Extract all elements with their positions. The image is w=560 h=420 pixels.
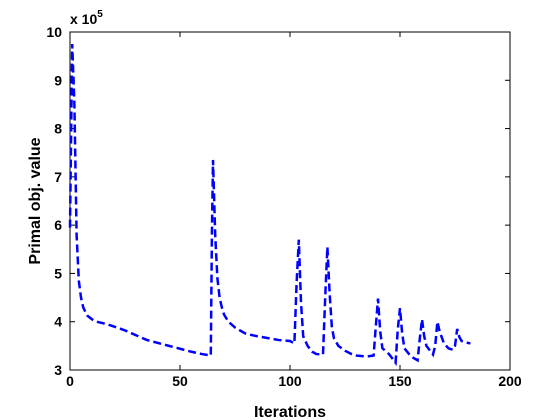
x-tick-label: 150 bbox=[388, 373, 412, 389]
y-tick-label: 8 bbox=[54, 121, 62, 137]
x-axis-label: Iterations bbox=[254, 404, 326, 420]
x-tick-label: 100 bbox=[278, 373, 302, 389]
y-axis-label: Primal obj. value bbox=[27, 137, 44, 264]
y-tick-label: 4 bbox=[54, 314, 62, 330]
x-tick-label: 200 bbox=[498, 373, 522, 389]
y-tick-label: 3 bbox=[54, 362, 62, 378]
x-axis-ticks: 0 50 100 150 200 bbox=[66, 32, 522, 389]
y-multiplier-label: x 105 bbox=[70, 9, 103, 27]
y-tick-label: 7 bbox=[54, 169, 62, 185]
x-tick-label: 50 bbox=[172, 373, 188, 389]
y-tick-label: 6 bbox=[54, 217, 62, 233]
x-tick-label: 0 bbox=[66, 373, 74, 389]
plot-area bbox=[69, 31, 511, 371]
y-tick-label: 5 bbox=[54, 265, 62, 281]
series-line bbox=[68, 44, 471, 367]
y-tick-label: 9 bbox=[54, 72, 62, 88]
y-axis-ticks: 3 4 5 6 7 8 9 10 bbox=[46, 24, 510, 378]
y-tick-label: 10 bbox=[46, 24, 62, 40]
